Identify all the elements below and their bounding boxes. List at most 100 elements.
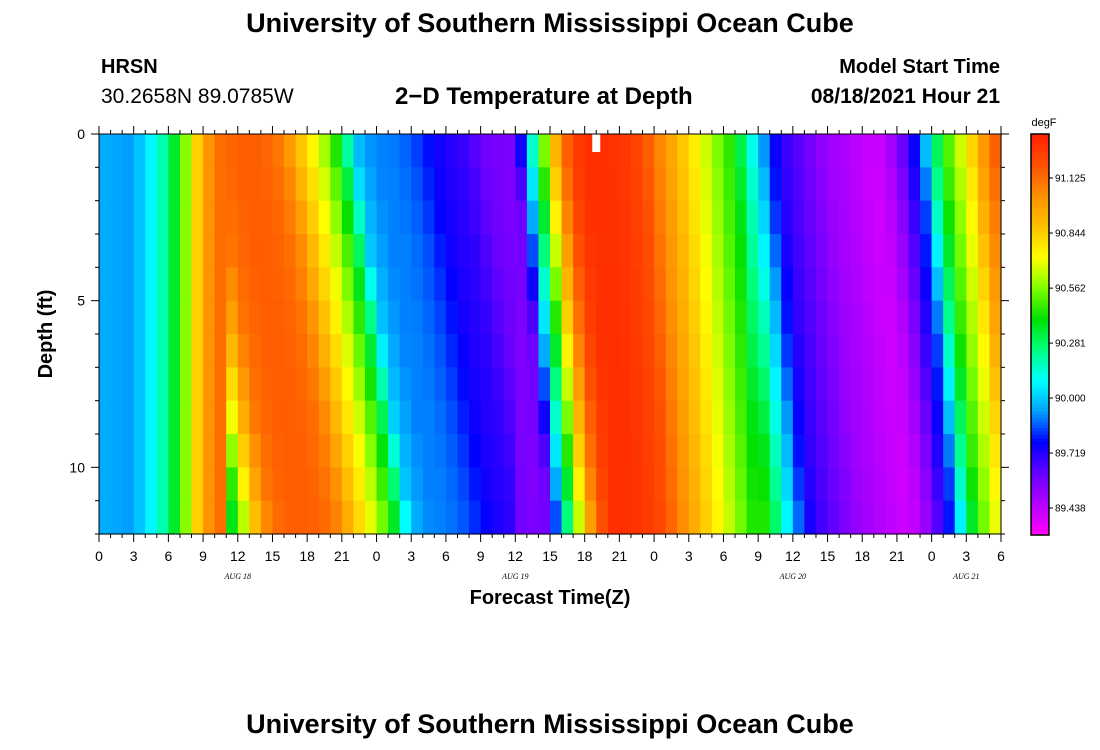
heatmap-cell — [110, 467, 123, 502]
heatmap-cell — [203, 300, 216, 335]
heatmap-cell — [422, 300, 435, 335]
heatmap-cell — [769, 434, 782, 468]
heatmap-cell — [607, 434, 620, 468]
heatmap-cell — [226, 467, 239, 502]
heatmap-cell — [954, 334, 967, 368]
heatmap-cell — [954, 434, 967, 468]
heatmap-cell — [503, 234, 516, 268]
heatmap-cell — [873, 200, 886, 235]
heatmap-cell — [827, 500, 840, 535]
heatmap-cell — [839, 200, 852, 235]
heatmap-cell — [758, 334, 771, 368]
heatmap-cell — [122, 300, 135, 335]
heatmap-cell — [133, 467, 146, 502]
heatmap-cell — [688, 300, 701, 335]
heatmap-cell — [920, 500, 933, 535]
heatmap-cell — [330, 367, 343, 402]
x-tick-label: 9 — [199, 548, 207, 564]
heatmap-cell — [445, 134, 459, 168]
heatmap-cell — [943, 234, 956, 268]
heatmap-cell — [226, 200, 239, 235]
heatmap-cell — [573, 234, 586, 268]
heatmap-cell — [642, 134, 655, 168]
heatmap-cell — [330, 200, 343, 235]
heatmap-cell — [619, 234, 632, 268]
heatmap-cell — [723, 400, 736, 435]
heatmap-cell — [815, 467, 829, 502]
colorbar-segment — [1031, 364, 1049, 369]
heatmap-cell — [179, 200, 193, 235]
x-date-label: AUG 19 — [501, 572, 528, 581]
heatmap-cell — [341, 200, 355, 235]
heatmap-cell — [330, 234, 343, 268]
heatmap-cell — [642, 167, 655, 202]
heatmap-cell — [700, 134, 713, 168]
heatmap-cell — [677, 467, 690, 502]
heatmap-cell — [688, 267, 701, 302]
heatmap-cell — [353, 300, 366, 335]
heatmap-cell — [503, 167, 516, 202]
heatmap-cell — [353, 200, 366, 235]
colorbar-segment — [1031, 301, 1049, 306]
heatmap-cell — [422, 167, 435, 202]
heatmap-cell — [781, 367, 794, 402]
heatmap-cell — [422, 367, 435, 402]
heatmap-cell — [862, 400, 875, 435]
heatmap-cell — [920, 267, 933, 302]
colorbar-segment — [1031, 418, 1049, 422]
colorbar-segment — [1031, 488, 1049, 493]
heatmap-cell — [191, 134, 204, 168]
heatmap-cell — [457, 500, 470, 535]
heatmap-cell — [260, 267, 274, 302]
heatmap-cell — [885, 167, 898, 202]
heatmap-cell — [249, 334, 262, 368]
heatmap-cell — [457, 234, 470, 268]
heatmap-cell — [943, 467, 956, 502]
heatmap-cell — [977, 234, 991, 268]
heatmap-cell — [99, 500, 112, 535]
colorbar-segment — [1031, 200, 1049, 205]
heatmap-cell — [596, 434, 609, 468]
heatmap-cell — [908, 334, 921, 368]
heatmap-cell — [920, 434, 933, 468]
colorbar-segment — [1031, 244, 1049, 249]
x-tick-label: 3 — [130, 548, 138, 564]
heatmap-cell — [989, 334, 1002, 368]
heatmap-cell — [827, 134, 840, 168]
heatmap-cell — [226, 267, 239, 302]
heatmap-cell — [249, 434, 262, 468]
heatmap-cell — [792, 167, 806, 202]
heatmap-cell — [341, 500, 355, 535]
heatmap-cell — [839, 234, 852, 268]
heatmap-cell — [966, 467, 979, 502]
heatmap-cell — [769, 134, 782, 168]
heatmap-cell — [700, 467, 713, 502]
heatmap-cell — [156, 334, 169, 368]
heatmap-cell — [434, 434, 447, 468]
colorbar-segment — [1031, 444, 1049, 449]
heatmap-cell — [908, 467, 921, 502]
heatmap-cell — [503, 300, 516, 335]
heatmap-cell — [122, 334, 135, 368]
heatmap-cell — [781, 334, 794, 368]
heatmap-cell — [295, 134, 308, 168]
heatmap-cell — [908, 367, 921, 402]
heatmap-cell — [711, 367, 725, 402]
heatmap-cell — [954, 234, 967, 268]
heatmap-cell — [260, 167, 274, 202]
heatmap-cell — [839, 300, 852, 335]
heatmap-cell — [203, 267, 216, 302]
heatmap-cell — [307, 134, 320, 168]
heatmap-cell — [526, 200, 540, 235]
x-tick-label: 6 — [997, 548, 1005, 564]
heatmap-cell — [422, 500, 435, 535]
heatmap-cell — [133, 434, 146, 468]
heatmap-cell — [989, 400, 1002, 435]
heatmap-cell — [908, 500, 921, 535]
heatmap-cell — [642, 334, 655, 368]
heatmap-cell — [156, 134, 169, 168]
heatmap-cell — [584, 234, 597, 268]
heatmap-cell — [885, 400, 898, 435]
heatmap-cell — [943, 300, 956, 335]
heatmap-cell — [168, 367, 181, 402]
